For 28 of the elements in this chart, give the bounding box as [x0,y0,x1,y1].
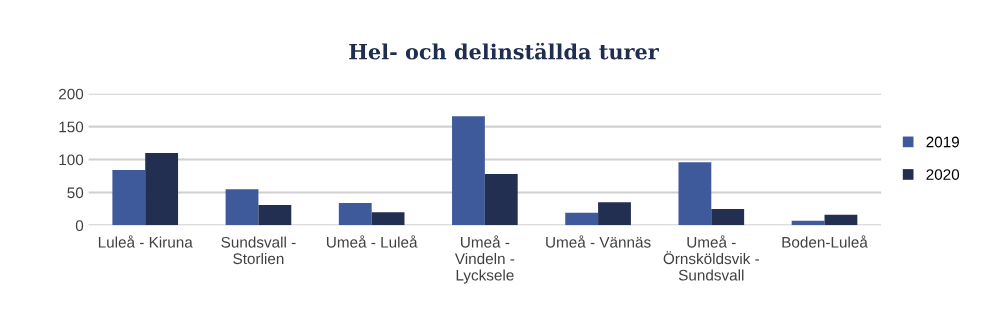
x-tick-label: Umeå - Luleå [326,235,418,248]
legend-label: 2020 [926,169,960,180]
y-tick-label: 50 [67,187,84,199]
bar [484,174,518,226]
y-tick-label: 0 [75,220,84,232]
bar [338,202,372,226]
y-tick-label: 100 [59,154,84,166]
x-tick-label: Boden-Luleå [782,235,868,248]
chart-title: Hel- och delinställda turer [349,42,659,60]
bar [145,152,179,226]
bar [678,162,712,226]
y-tick-label: 150 [59,121,84,133]
legend-label: 2019 [926,136,959,148]
y-tick-label: 200 [59,88,84,100]
bar [112,170,146,226]
bar [565,212,599,226]
bar [258,204,292,226]
bar [371,212,405,226]
bar [711,208,745,226]
x-tick-label: Umeå - Örnsköldsvik - Sundsvall [663,235,760,281]
bar [598,202,631,226]
x-tick-label: Luleå - Kiruna [98,235,193,248]
bar [452,116,485,226]
x-tick-label: Umeå - Vindeln - Lycksele [454,235,515,284]
bar [225,189,259,226]
bar [824,214,858,226]
x-tick-label: Umeå - Vännäs [546,235,651,248]
x-tick-label: Sundsvall - Storlien [221,236,296,265]
